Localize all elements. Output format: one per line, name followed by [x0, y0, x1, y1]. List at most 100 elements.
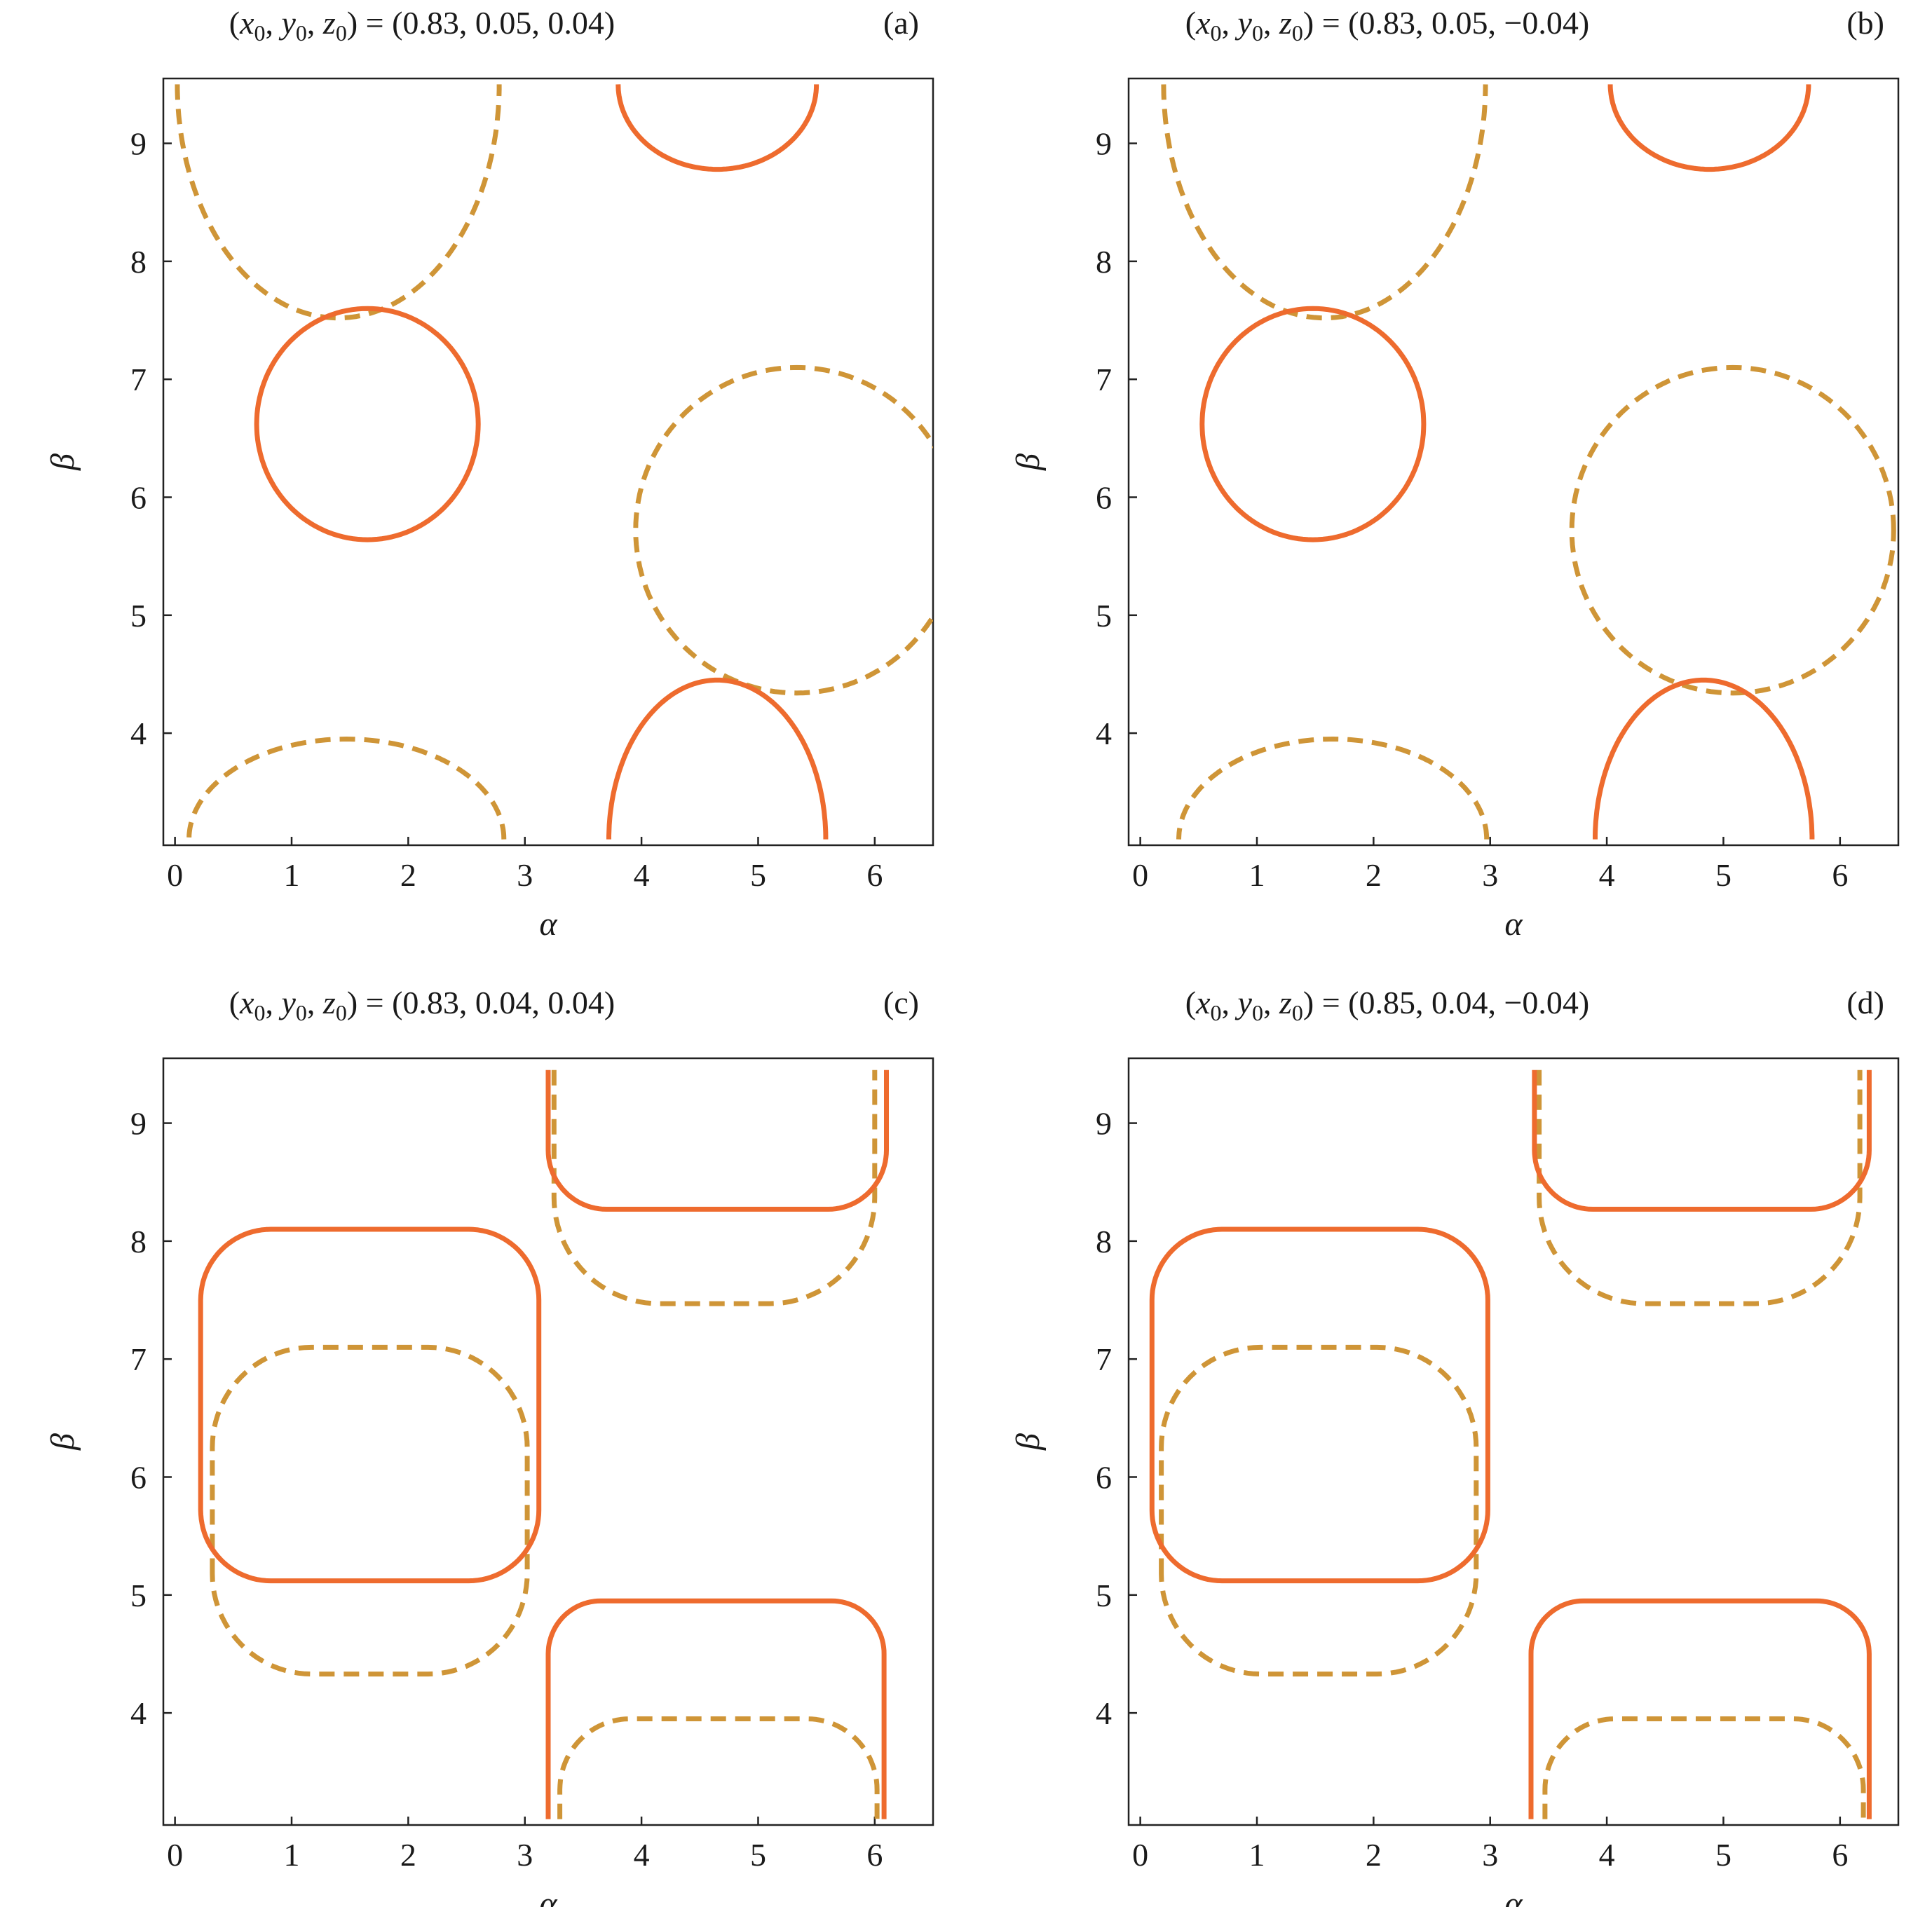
- x-tick-label: 0: [1132, 857, 1148, 893]
- solid-contour: [545, 1598, 887, 1819]
- y-tick-label: 6: [130, 479, 147, 515]
- x-tick-label: 0: [1132, 1837, 1148, 1873]
- x-tick-label: 6: [1832, 857, 1848, 893]
- y-tick-label: 8: [130, 1224, 147, 1259]
- x-tick-label: 2: [400, 1837, 416, 1873]
- panel-tag: (d): [1846, 985, 1884, 1020]
- dashed-contour: [633, 364, 933, 696]
- y-tick-label: 7: [130, 1341, 147, 1377]
- solid-contour: [1149, 1226, 1490, 1584]
- dashed-contour: [1569, 364, 1896, 696]
- x-tick-label: 4: [1599, 1837, 1615, 1873]
- panel-tag: (a): [883, 5, 919, 41]
- y-tick-label: 5: [130, 1578, 147, 1613]
- x-tick-label: 2: [1366, 1837, 1382, 1873]
- x-tick-label: 2: [400, 857, 416, 893]
- panel-c: 0 1 2 3 4 5 6 4 5 6 7 8 9 α β (x0, y0, z0) = (0.83, 0.0…: [44, 985, 934, 1907]
- y-tick-label: 9: [1096, 1106, 1112, 1142]
- x-axis-label: α: [539, 1885, 557, 1907]
- x-tick-label: 4: [634, 1837, 650, 1873]
- solid-contour: [615, 83, 819, 172]
- y-axis-label: β: [1009, 1433, 1047, 1451]
- y-tick-label: 7: [130, 362, 147, 397]
- x-tick-label: 1: [284, 857, 300, 893]
- dashed-contour: [1542, 1716, 1866, 1819]
- plot-frame: [1127, 1057, 1900, 1826]
- dashed-contour: [210, 1344, 530, 1677]
- y-tick-label: 6: [130, 1459, 147, 1495]
- x-tick-label: 6: [1832, 1837, 1848, 1873]
- y-tick-label: 7: [1096, 1341, 1112, 1377]
- x-tick-label: 0: [167, 857, 183, 893]
- x-axis-label: α: [1504, 1885, 1523, 1907]
- y-axis-label: β: [1009, 453, 1047, 471]
- x-axis-label: α: [1504, 905, 1523, 943]
- y-tick-label: 4: [130, 1695, 147, 1731]
- y-axis-label: β: [44, 1433, 81, 1451]
- y-tick-label: 5: [1096, 598, 1112, 634]
- x-tick-label: 4: [1599, 857, 1615, 893]
- y-tick-label: 5: [1096, 1578, 1112, 1613]
- y-axis-label: β: [44, 453, 81, 471]
- x-tick-label: 5: [1715, 857, 1732, 893]
- plot-frame: [1127, 77, 1900, 847]
- x-tick-label: 6: [866, 1837, 883, 1873]
- y-tick-label: 4: [1096, 1695, 1112, 1731]
- y-tick-label: 8: [130, 244, 147, 280]
- solid-contour: [1593, 677, 1815, 840]
- dashed-contour: [1176, 737, 1490, 840]
- panel-tag: (c): [883, 985, 919, 1020]
- y-tick-label: 5: [130, 598, 147, 634]
- y-tick-label: 8: [1096, 244, 1112, 280]
- dashed-contour: [557, 1716, 880, 1819]
- x-tick-label: 1: [1249, 1837, 1265, 1873]
- x-tick-label: 0: [167, 1837, 183, 1873]
- solid-contour: [198, 1226, 542, 1584]
- plot-frame: [162, 77, 934, 847]
- y-tick-label: 9: [1096, 126, 1112, 162]
- solid-contour: [1532, 1069, 1872, 1212]
- dashed-contour: [186, 737, 507, 840]
- y-tick-label: 4: [1096, 716, 1112, 751]
- x-tick-label: 2: [1366, 857, 1382, 893]
- x-tick-label: 3: [517, 1837, 533, 1873]
- panel-tag: (b): [1846, 5, 1884, 41]
- y-tick-label: 4: [130, 716, 147, 751]
- y-tick-label: 6: [1096, 1459, 1112, 1495]
- panel-title: (x0, y0, z0) = (0.83, 0.04, 0.04): [229, 985, 615, 1025]
- x-tick-label: 5: [750, 857, 766, 893]
- x-tick-label: 1: [1249, 857, 1265, 893]
- dashed-contour: [551, 1069, 878, 1306]
- solid-contour: [1607, 83, 1811, 172]
- solid-contour: [545, 1069, 889, 1212]
- panel-d: 0 1 2 3 4 5 6 4 5 6 7 8 9 α β (x0, y0, z0) = (0.85, 0.0…: [1009, 985, 1900, 1907]
- solid-contour: [606, 677, 829, 840]
- solid-contour: [254, 306, 481, 542]
- y-tick-label: 7: [1096, 362, 1112, 397]
- y-tick-label: 8: [1096, 1224, 1112, 1259]
- x-tick-label: 5: [1715, 1837, 1732, 1873]
- x-tick-label: 3: [1482, 1837, 1498, 1873]
- x-axis-label: α: [539, 905, 557, 943]
- dashed-contour: [1159, 1344, 1479, 1677]
- y-tick-label: 6: [1096, 479, 1112, 515]
- y-tick-label: 9: [130, 126, 147, 162]
- solid-contour: [1199, 306, 1427, 542]
- y-tick-label: 9: [130, 1106, 147, 1142]
- plot-frame: [162, 1057, 934, 1826]
- dashed-contour: [1161, 84, 1488, 321]
- solid-contour: [1528, 1598, 1872, 1819]
- x-tick-label: 3: [517, 857, 533, 893]
- x-tick-label: 4: [634, 857, 650, 893]
- panel-title: (x0, y0, z0) = (0.83, 0.05, −0.04): [1185, 5, 1589, 46]
- x-tick-label: 1: [284, 1837, 300, 1873]
- x-tick-label: 3: [1482, 857, 1498, 893]
- panel-b: 0 1 2 3 4 5 6 4 5 6 7 8 9 α β (x0, y0, z0) = (0.83, 0.0…: [1009, 5, 1900, 943]
- x-tick-label: 5: [750, 1837, 766, 1873]
- x-tick-label: 6: [866, 857, 883, 893]
- panel-title: (x0, y0, z0) = (0.85, 0.04, −0.04): [1185, 985, 1589, 1025]
- dashed-contour: [1537, 1069, 1863, 1306]
- panel-title: (x0, y0, z0) = (0.83, 0.05, 0.04): [229, 5, 615, 46]
- panel-a: 0 1 2 3 4 5 6 4 5 6 7 8 9 α β (x0, y0, z0) = (0.83, 0.0…: [44, 5, 934, 943]
